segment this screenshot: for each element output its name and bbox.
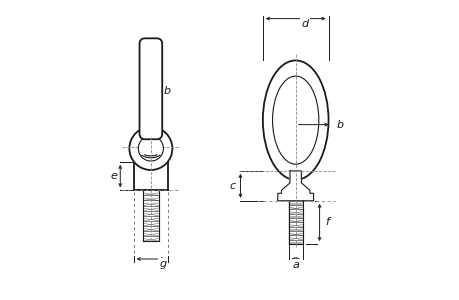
Polygon shape xyxy=(277,171,313,201)
Text: e: e xyxy=(111,171,118,181)
Text: c: c xyxy=(230,181,235,191)
Ellipse shape xyxy=(272,76,318,164)
Ellipse shape xyxy=(262,60,328,180)
Text: a: a xyxy=(291,260,298,270)
Polygon shape xyxy=(143,190,158,241)
Polygon shape xyxy=(288,201,302,244)
Circle shape xyxy=(129,127,172,170)
FancyBboxPatch shape xyxy=(139,38,162,139)
Text: b: b xyxy=(336,120,343,130)
Circle shape xyxy=(138,136,163,161)
Bar xyxy=(134,162,168,190)
Text: b: b xyxy=(163,86,170,96)
Text: d: d xyxy=(301,19,308,29)
Text: g: g xyxy=(159,260,166,269)
Text: f: f xyxy=(325,218,328,227)
